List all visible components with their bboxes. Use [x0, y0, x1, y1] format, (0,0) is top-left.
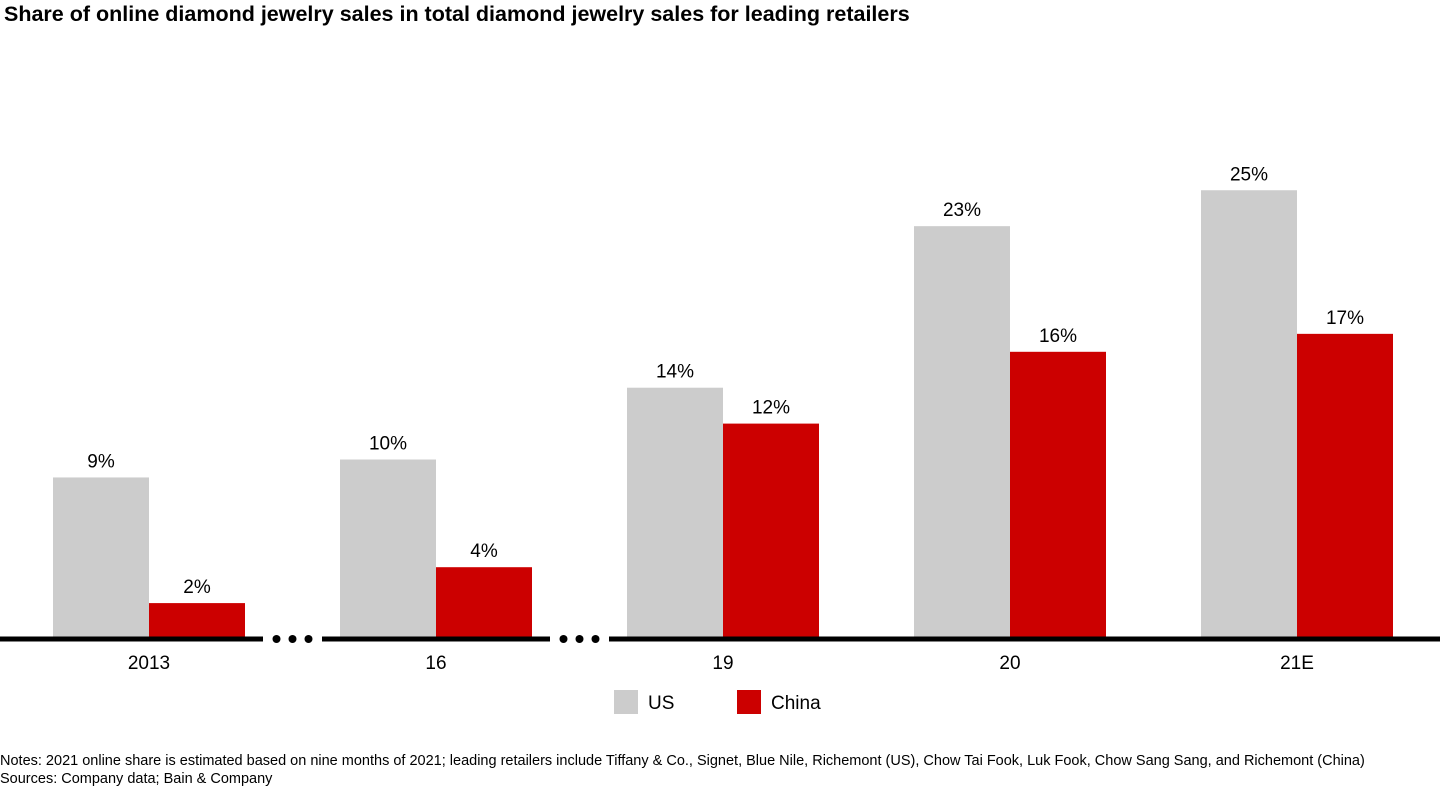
category-label: 2013 — [128, 653, 170, 674]
chart-title: Share of online diamond jewelry sales in… — [4, 2, 910, 26]
bar-us-19 — [627, 387, 723, 639]
bar-us-16 — [340, 459, 436, 639]
value-label: 17% — [1326, 308, 1364, 329]
bar-china-21E — [1297, 333, 1393, 639]
bar-china-19 — [723, 423, 819, 639]
legend-label-us: US — [648, 693, 674, 714]
legend-swatch-us — [614, 690, 638, 714]
bar-us-20 — [914, 226, 1010, 639]
value-label: 14% — [656, 362, 694, 383]
notes-text: Notes: 2021 online share is estimated ba… — [0, 753, 1365, 769]
category-label: 21E — [1280, 653, 1314, 674]
x-axis-line — [322, 636, 550, 642]
bar-china-16 — [436, 567, 532, 639]
footnotes: Notes: 2021 online share is estimated ba… — [0, 752, 1436, 788]
x-axis-line — [609, 636, 1440, 642]
axis-break-dot — [304, 635, 313, 643]
category-label: 19 — [712, 653, 733, 674]
value-label: 23% — [943, 200, 981, 221]
bar-china-20 — [1010, 351, 1106, 639]
bar-us-2013 — [53, 477, 149, 639]
axis-break-dot — [288, 635, 297, 643]
category-label: 20 — [999, 653, 1020, 674]
axis-break-dot — [272, 635, 281, 643]
value-label: 10% — [369, 434, 407, 455]
category-label: 16 — [425, 653, 446, 674]
value-label: 4% — [470, 541, 498, 562]
axis-break-dot — [591, 635, 600, 643]
bar-china-2013 — [149, 603, 245, 639]
legend-label-china: China — [771, 693, 821, 714]
value-label: 25% — [1230, 164, 1268, 185]
x-axis-line — [0, 636, 263, 642]
value-label: 12% — [752, 398, 790, 419]
value-label: 16% — [1039, 326, 1077, 347]
axis-break-dot — [575, 635, 584, 643]
legend-swatch-china — [737, 690, 761, 714]
value-label: 2% — [183, 577, 211, 598]
sources-text: Sources: Company data; Bain & Company — [0, 771, 273, 787]
value-label: 9% — [87, 451, 115, 472]
bar-us-21E — [1201, 190, 1297, 639]
axis-break-dot — [559, 635, 568, 643]
bar-chart: 9% 2% 2013 10% 4% 16 14% 12% 19 23% 16% 20 25% 17% 21E… — [0, 164, 1440, 714]
